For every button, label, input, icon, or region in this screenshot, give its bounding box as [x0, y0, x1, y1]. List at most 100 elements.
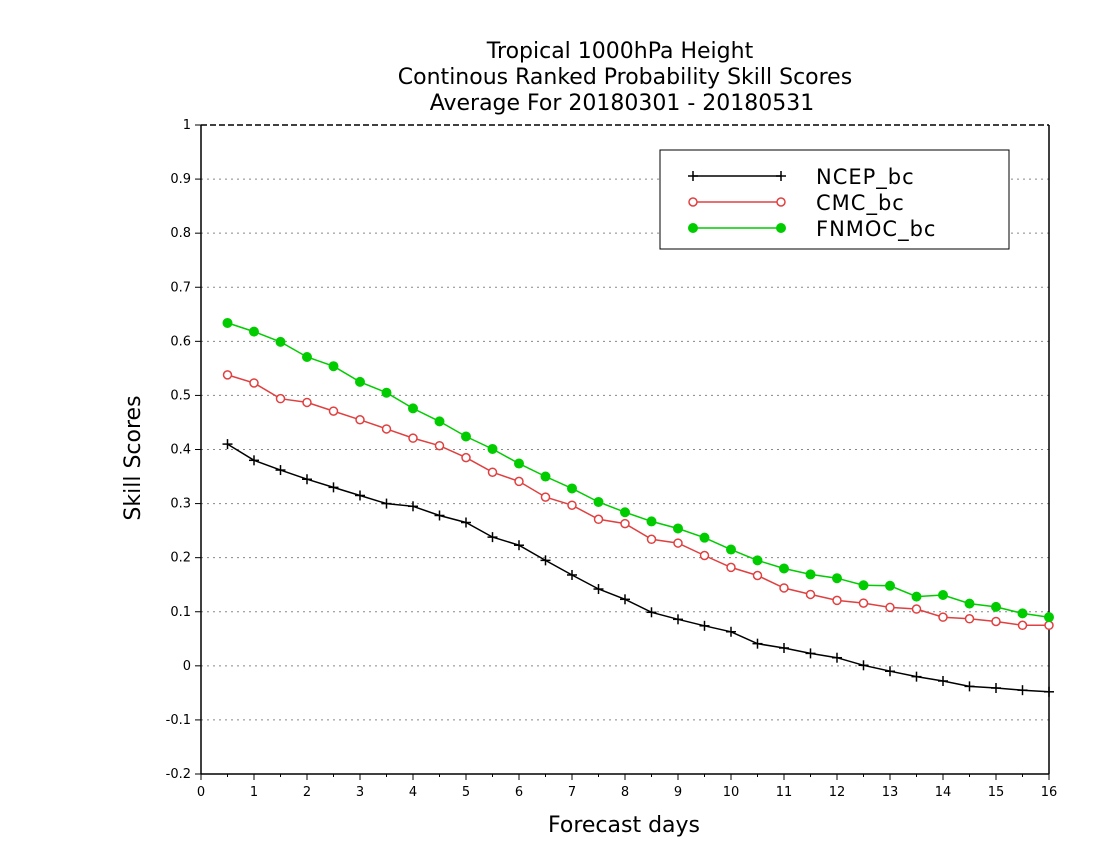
data-point-cmc-bc	[514, 476, 524, 487]
data-point-ncep-bc	[805, 648, 816, 659]
data-point-ncep-bc	[911, 671, 922, 682]
x-tick-label: 4	[409, 785, 417, 800]
y-tick-label: 1	[183, 118, 191, 133]
data-point-cmc-bc	[540, 492, 551, 502]
y-tick-label: 0.5	[170, 388, 191, 403]
data-point-cmc-bc	[249, 378, 259, 388]
data-point-fnmoc-bc	[461, 431, 471, 442]
y-tick-label: 0	[183, 659, 191, 674]
data-point-fnmoc-bc	[567, 483, 577, 494]
data-point-fnmoc-bc	[779, 563, 789, 574]
data-point-fnmoc-bc	[328, 361, 339, 372]
data-point-fnmoc-bc	[408, 403, 418, 414]
data-point-ncep-bc	[885, 666, 895, 677]
data-point-cmc-bc	[275, 393, 286, 404]
x-tick-label: 13	[882, 785, 899, 800]
data-point-ncep-bc	[858, 660, 869, 671]
plot-series	[222, 317, 1054, 697]
data-point-cmc-bc	[487, 467, 498, 477]
legend-marker-cmc-bc	[776, 197, 786, 207]
data-point-ncep-bc	[434, 510, 445, 521]
x-axis-ticks: 0 1 2 3 4 5 6 7 8 9 10 11 12 13 14 15 16	[197, 774, 1057, 800]
data-point-cmc-bc	[222, 370, 233, 380]
data-point-ncep-bc	[540, 555, 551, 566]
data-point-cmc-bc	[328, 406, 339, 416]
data-point-fnmoc-bc	[726, 544, 736, 555]
data-point-fnmoc-bc	[752, 555, 763, 566]
x-tick-label: 2	[303, 785, 311, 800]
data-point-ncep-bc	[567, 569, 577, 580]
y-tick-label: 0.4	[170, 443, 191, 458]
data-point-cmc-bc	[911, 604, 922, 614]
x-axis-label: Forecast days	[548, 813, 700, 838]
data-point-fnmoc-bc	[249, 326, 259, 337]
data-point-cmc-bc	[434, 440, 445, 451]
data-point-cmc-bc	[752, 570, 763, 581]
data-point-cmc-bc	[779, 583, 789, 593]
data-point-cmc-bc	[593, 514, 604, 525]
x-tick-label: 5	[462, 785, 470, 800]
data-point-ncep-bc	[991, 683, 1001, 694]
data-point-ncep-bc	[646, 607, 657, 618]
x-tick-label: 3	[356, 785, 364, 800]
legend-label-fnmoc-bc: FNMOC_bc	[816, 217, 936, 242]
x-tick-label: 14	[935, 785, 952, 800]
data-point-cmc-bc	[938, 612, 948, 622]
legend-marker-ncep-bc	[688, 171, 698, 181]
data-point-fnmoc-bc	[991, 601, 1001, 612]
x-tick-label: 0	[197, 785, 205, 800]
data-point-cmc-bc	[673, 538, 683, 548]
data-point-fnmoc-bc	[275, 336, 286, 347]
data-point-cmc-bc	[858, 598, 869, 608]
x-tick-label: 6	[515, 785, 523, 800]
data-point-fnmoc-bc	[832, 573, 842, 584]
data-point-fnmoc-bc	[1017, 608, 1028, 619]
data-point-ncep-bc	[673, 614, 683, 625]
chart-title-line-1: Tropical 1000hPa Height	[486, 39, 754, 64]
y-tick-label: 0.1	[170, 605, 191, 620]
data-point-ncep-bc	[487, 532, 498, 543]
data-point-ncep-bc	[726, 626, 736, 637]
chart-title: Tropical 1000hPa Height Continous Ranked…	[398, 39, 852, 116]
data-point-cmc-bc	[567, 500, 577, 510]
data-point-cmc-bc	[620, 518, 630, 529]
data-point-fnmoc-bc	[620, 507, 630, 518]
data-point-cmc-bc	[1044, 620, 1054, 631]
data-point-fnmoc-bc	[964, 598, 975, 609]
gridlines	[201, 178, 1049, 721]
x-tick-label: 8	[621, 785, 629, 800]
data-point-fnmoc-bc	[381, 387, 392, 398]
data-point-fnmoc-bc	[434, 416, 445, 427]
series-ncep-bc	[222, 439, 1054, 697]
data-point-fnmoc-bc	[355, 376, 365, 387]
data-point-cmc-bc	[699, 550, 710, 561]
x-tick-label: 11	[776, 785, 793, 800]
y-axis-label: Skill Scores	[121, 395, 146, 520]
series-line-fnmoc-bc	[227, 322, 1050, 618]
data-point-ncep-bc	[222, 439, 233, 450]
data-point-fnmoc-bc	[540, 471, 551, 482]
x-tick-label: 15	[988, 785, 1005, 800]
series-line-ncep-bc	[227, 443, 1050, 693]
data-point-ncep-bc	[620, 594, 630, 605]
data-point-cmc-bc	[964, 614, 975, 624]
y-tick-label: 0.2	[170, 551, 191, 566]
data-point-fnmoc-bc	[885, 580, 895, 591]
data-point-cmc-bc	[408, 433, 418, 443]
series-cmc-bc	[222, 370, 1054, 631]
data-point-ncep-bc	[355, 490, 365, 501]
y-tick-label: 0.3	[170, 497, 191, 512]
y-tick-label: 0.9	[170, 172, 191, 187]
data-point-ncep-bc	[461, 517, 471, 528]
data-point-fnmoc-bc	[858, 580, 869, 591]
legend-entry-ncep-bc: NCEP_bc	[688, 165, 914, 190]
data-point-cmc-bc	[885, 602, 895, 613]
data-point-fnmoc-bc	[514, 458, 524, 469]
data-point-cmc-bc	[355, 415, 365, 425]
y-tick-label: -0.2	[166, 767, 191, 782]
x-tick-label: 1	[250, 785, 258, 800]
legend-marker-fnmoc-bc	[688, 223, 698, 233]
data-point-ncep-bc	[249, 455, 259, 466]
data-point-ncep-bc	[275, 465, 286, 476]
data-point-ncep-bc	[964, 681, 975, 692]
